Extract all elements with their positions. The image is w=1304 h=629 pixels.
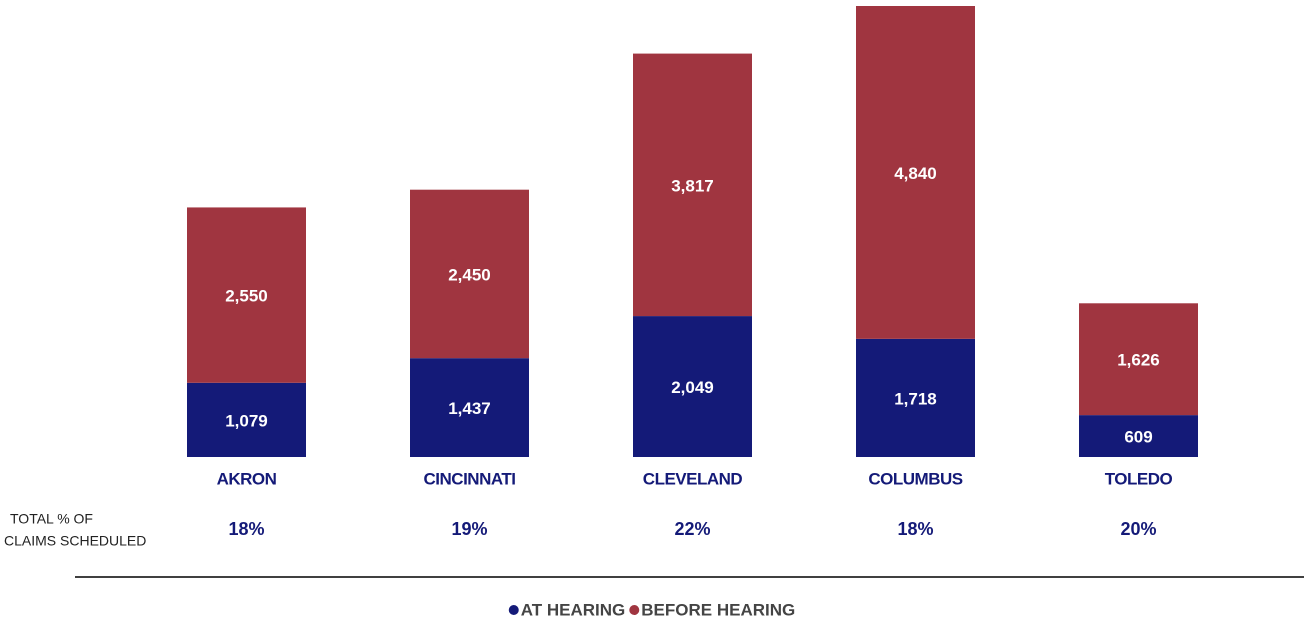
legend-label: AT HEARING (521, 600, 626, 619)
data-label: 1,718 (894, 389, 937, 408)
data-label: 1,437 (448, 399, 491, 418)
bar-segment (856, 6, 975, 339)
percent-label: 20% (1120, 519, 1156, 539)
category-label: TOLEDO (1105, 469, 1173, 488)
category-label: COLUMBUS (868, 469, 962, 488)
bar-segment (1079, 303, 1198, 416)
percent-label: 19% (451, 519, 487, 539)
percent-label: 18% (228, 519, 264, 539)
category-label: CLEVELAND (643, 469, 743, 488)
legend-marker (508, 605, 519, 615)
data-label: 3,817 (671, 176, 714, 195)
bar-segment (410, 189, 529, 359)
data-label: 1,079 (225, 411, 268, 430)
bar-segment (410, 358, 529, 457)
category-label: CINCINNATI (424, 469, 516, 488)
percent-label: 18% (897, 519, 933, 539)
data-label: 1,626 (1117, 351, 1160, 370)
legend-marker (629, 605, 640, 615)
category-label: AKRON (217, 469, 277, 488)
bar-segment (1079, 415, 1198, 457)
data-label: 2,450 (448, 265, 491, 284)
bar-segment (856, 338, 975, 457)
percent-label: 22% (674, 519, 710, 539)
legend-label: BEFORE HEARING (641, 600, 795, 619)
data-label: 2,049 (671, 378, 714, 397)
bar-segment (187, 207, 306, 383)
data-label: 2,550 (225, 287, 268, 306)
data-label: 4,840 (894, 164, 937, 183)
row-label: TOTAL % OF (10, 511, 93, 527)
bar-segment (633, 316, 752, 457)
data-label: 609 (1124, 428, 1152, 447)
bar-segment (633, 53, 752, 317)
row-label: CLAIMS SCHEDULED (4, 533, 146, 549)
bar-segment (187, 382, 306, 457)
